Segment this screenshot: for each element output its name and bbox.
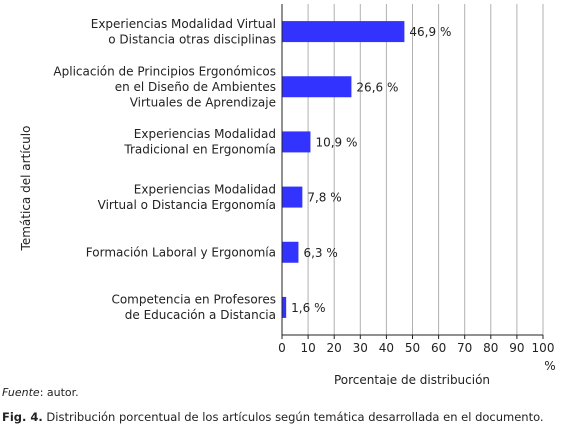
data-label: 7,8 % bbox=[307, 191, 341, 205]
x-tick-label: 10 bbox=[300, 341, 315, 355]
category-label-line: Experiencias Modalidad bbox=[134, 182, 276, 196]
bar bbox=[282, 21, 405, 43]
category-label: Competencia en Profesores de Educación a … bbox=[111, 293, 276, 323]
bar bbox=[282, 296, 287, 318]
caption-text: Distribución porcentual de los artículos… bbox=[42, 410, 544, 424]
category-label-line: Virtual o Distancia Ergonomía bbox=[98, 198, 276, 212]
x-tick-label: 20 bbox=[327, 341, 342, 355]
x-tick-label: 50 bbox=[405, 341, 420, 355]
x-tick-label: 60 bbox=[431, 341, 446, 355]
bar bbox=[282, 76, 352, 98]
x-ticks: 0 10 20 30 40 50 60 70 80 90 100 bbox=[278, 335, 554, 355]
source-label: Fuente bbox=[2, 386, 40, 399]
caption-label: Fig. 4. bbox=[2, 410, 43, 424]
source-note: Fuente: autor. bbox=[2, 386, 79, 399]
x-axis-label: Porcentaje de distribución bbox=[334, 373, 490, 385]
category-label: Experiencias Modalidad Tradicional en Erg… bbox=[123, 127, 276, 157]
category-label: Experiencias Modalidad Virtual o Distanci… bbox=[91, 17, 276, 46]
x-axis-unit: % bbox=[544, 359, 555, 373]
bar bbox=[282, 186, 303, 208]
category-label: Aplicación de Principios Ergonómicos en e… bbox=[53, 64, 276, 109]
figure-caption: Fig. 4. Distribución porcentual de los a… bbox=[2, 410, 578, 424]
x-tick-label: 100 bbox=[532, 341, 555, 355]
gridlines bbox=[307, 4, 544, 335]
category-label-line: de Educación a Distancia bbox=[125, 308, 276, 322]
data-label: 1,6 % bbox=[291, 301, 325, 315]
x-tick-label: 80 bbox=[483, 341, 498, 355]
category-label-line: Formación Laboral y Ergonomía bbox=[86, 245, 276, 259]
bar-chart: Experiencias Modalidad Virtual o Distanci… bbox=[19, 4, 556, 385]
x-tick-label: 90 bbox=[509, 341, 524, 355]
bar bbox=[282, 131, 311, 153]
bar bbox=[282, 241, 299, 263]
data-label: 6,3 % bbox=[303, 246, 337, 260]
category-label: Formación Laboral y Ergonomía bbox=[86, 245, 276, 259]
category-label-line: Aplicación de Principios Ergonómicos bbox=[53, 64, 276, 78]
x-tick-label: 70 bbox=[457, 341, 472, 355]
category-label-line: en el Diseño de Ambientes bbox=[115, 80, 276, 94]
category-label-line: Competencia en Profesores bbox=[111, 293, 276, 307]
category-label-line: Tradicional en Ergonomía bbox=[123, 143, 276, 157]
data-label: 10,9 % bbox=[315, 135, 357, 149]
category-label-line: Experiencias Modalidad Virtual bbox=[91, 17, 276, 31]
x-tick-label: 40 bbox=[379, 341, 394, 355]
y-axis-label: Temática del artículo bbox=[19, 126, 33, 252]
data-label: 26,6 % bbox=[356, 80, 398, 94]
category-label-line: o Distancia otras disciplinas bbox=[108, 32, 276, 46]
data-labels: 46,9 % 26,6 % 10,9 % 7,8 % 6,3 % 1,6 % bbox=[291, 25, 451, 315]
x-tick-label: 0 bbox=[278, 341, 286, 355]
bars bbox=[282, 21, 405, 318]
category-labels: Experiencias Modalidad Virtual o Distanci… bbox=[53, 17, 276, 322]
data-label: 46,9 % bbox=[409, 25, 451, 39]
x-tick-label: 30 bbox=[353, 341, 368, 355]
source-text: : autor. bbox=[39, 386, 79, 399]
category-label-line: Virtuales de Aprendizaje bbox=[130, 95, 276, 109]
category-label-line: Experiencias Modalidad bbox=[134, 127, 276, 141]
category-label: Experiencias Modalidad Virtual o Distanci… bbox=[98, 182, 276, 212]
